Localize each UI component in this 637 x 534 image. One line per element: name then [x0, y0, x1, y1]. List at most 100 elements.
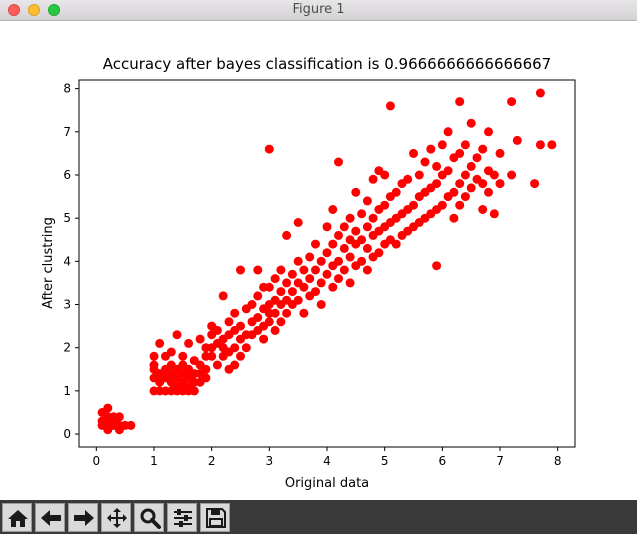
data-point — [489, 170, 499, 180]
data-point — [362, 243, 372, 253]
data-point — [507, 170, 517, 180]
data-point — [351, 187, 361, 197]
data-point — [362, 222, 372, 232]
y-tick-label: 6 — [63, 168, 71, 182]
data-point — [460, 192, 470, 202]
data-point — [380, 170, 390, 180]
points-layer — [97, 88, 557, 435]
home-icon — [8, 510, 28, 527]
data-point — [166, 347, 176, 357]
zoom-button[interactable] — [134, 503, 164, 532]
configure-subplots-button[interactable] — [167, 503, 197, 532]
x-tick-label: 6 — [439, 454, 447, 468]
home-button[interactable] — [2, 503, 32, 532]
data-point — [530, 179, 540, 189]
data-point — [328, 239, 338, 249]
back-button[interactable] — [35, 503, 65, 532]
title-bar: Figure 1 — [0, 0, 637, 21]
data-point — [184, 338, 194, 348]
data-point — [460, 140, 470, 150]
data-point — [512, 135, 522, 145]
data-point — [253, 291, 263, 301]
data-point — [230, 308, 240, 318]
data-point — [189, 386, 199, 396]
pan-button[interactable] — [101, 503, 131, 532]
data-point — [264, 317, 274, 327]
data-point — [311, 239, 320, 249]
pan-icon — [107, 508, 127, 528]
data-point — [478, 179, 488, 189]
data-point — [316, 278, 326, 288]
forward-arrow-icon — [74, 510, 94, 526]
x-tick-label: 1 — [150, 454, 158, 468]
y-tick-label: 5 — [63, 211, 71, 225]
data-point — [357, 256, 367, 266]
data-point — [507, 97, 517, 107]
figure-canvas[interactable]: 0 1 2 3 4 5 6 7 8 0 1 2 3 4 5 6 7 8 Accuracy after bayes … — [0, 21, 637, 500]
data-point — [114, 412, 124, 422]
data-point — [455, 179, 465, 189]
y-tick-label: 7 — [63, 125, 71, 139]
data-point — [316, 256, 326, 266]
data-point — [455, 97, 465, 107]
data-point — [149, 351, 159, 361]
data-point — [466, 118, 476, 128]
minimize-button[interactable] — [28, 4, 40, 16]
forward-button[interactable] — [68, 503, 98, 532]
data-point — [432, 161, 442, 171]
data-point — [339, 243, 349, 253]
data-point — [282, 230, 292, 240]
data-point — [478, 144, 488, 154]
y-tick-label: 3 — [63, 298, 71, 312]
data-point — [253, 265, 263, 275]
data-point — [334, 230, 343, 240]
data-point — [328, 205, 338, 214]
data-point — [276, 317, 286, 327]
close-button[interactable] — [8, 4, 20, 16]
x-tick-label: 7 — [496, 454, 504, 468]
data-point — [414, 170, 424, 180]
data-point — [357, 209, 367, 219]
data-point — [259, 334, 269, 344]
data-point — [253, 313, 263, 322]
data-point — [449, 213, 459, 223]
data-point — [287, 269, 297, 279]
data-point — [391, 187, 401, 197]
data-point — [282, 308, 292, 318]
data-point — [270, 308, 280, 318]
data-point — [449, 187, 459, 197]
data-point — [345, 213, 355, 223]
data-point — [230, 360, 240, 370]
data-point — [478, 205, 488, 214]
data-point — [489, 209, 499, 219]
data-point — [484, 127, 493, 137]
save-button[interactable] — [200, 503, 230, 532]
data-point — [466, 161, 476, 171]
data-point — [212, 360, 222, 370]
data-point — [103, 416, 113, 426]
y-tick-label: 0 — [63, 427, 71, 441]
y-tick-label: 4 — [63, 254, 71, 268]
x-tick-label: 8 — [554, 454, 562, 468]
data-point — [178, 351, 188, 361]
data-point — [299, 308, 309, 318]
data-point — [224, 317, 234, 327]
data-point — [345, 252, 355, 262]
data-point — [207, 351, 217, 361]
data-point — [293, 218, 303, 227]
x-tick-label: 3 — [266, 454, 274, 468]
x-tick-label: 5 — [381, 454, 389, 468]
data-point — [466, 183, 476, 193]
data-point — [299, 282, 309, 292]
data-point — [305, 252, 315, 262]
data-point — [339, 222, 349, 232]
data-point — [368, 174, 378, 184]
data-point — [455, 200, 465, 210]
data-point — [374, 248, 384, 258]
maximize-button[interactable] — [48, 4, 60, 16]
data-point — [420, 157, 430, 167]
data-point — [334, 256, 343, 266]
ticks-layer: 0 1 2 3 4 5 6 7 8 0 1 2 3 4 5 6 7 8 — [63, 82, 561, 468]
data-point — [334, 274, 343, 284]
